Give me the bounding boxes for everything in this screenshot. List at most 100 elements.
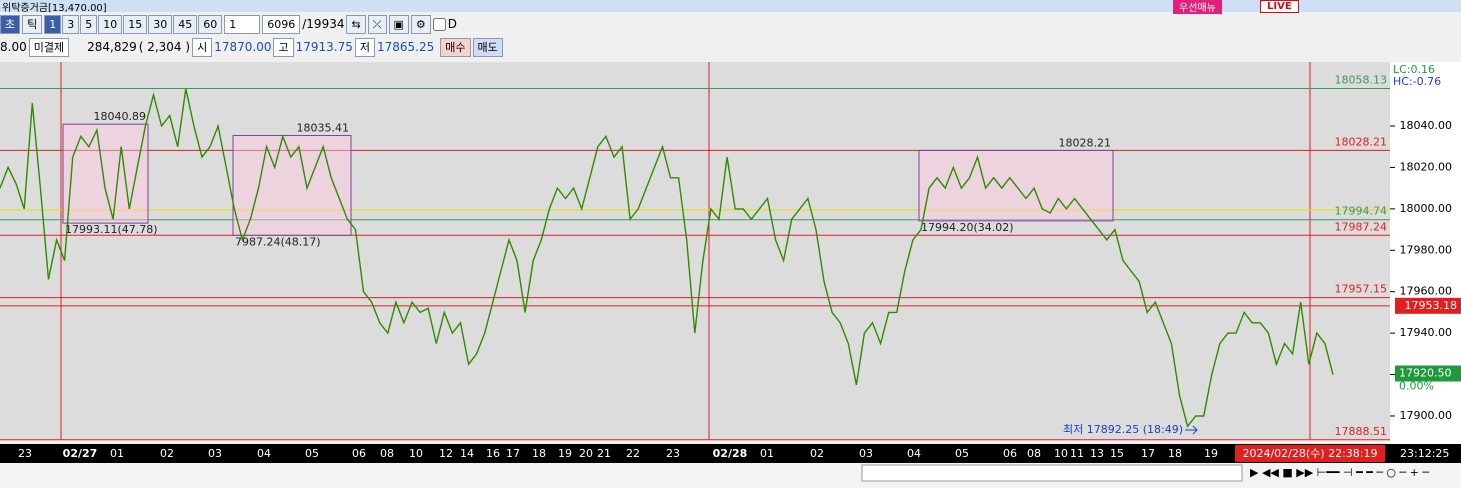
marker-label: 17920.50 bbox=[1399, 367, 1452, 380]
min-arrow bbox=[1185, 425, 1198, 435]
x-tick-label: 19 bbox=[558, 447, 572, 460]
marker-box bbox=[1395, 365, 1461, 382]
scroll-track[interactable] bbox=[861, 464, 1243, 482]
box-high-label: 18040.89 bbox=[94, 110, 147, 123]
box-high-label: 18028.21 bbox=[1059, 136, 1112, 149]
current-label: 17953.18 bbox=[1405, 299, 1458, 312]
count-input[interactable]: 6096 bbox=[262, 14, 301, 34]
x-tick-label: 04 bbox=[257, 447, 271, 460]
chart: ▶ ◀◀ ■ ▶▶ ⊢━━ ⊣ ━ ━ ─ ○ ─ + ─ 17900.00 17… bbox=[0, 62, 1461, 488]
lc-label: LC:0.16 bbox=[1393, 63, 1435, 76]
hc-label: HC:-0.76 bbox=[1393, 75, 1441, 88]
period-button[interactable]: 15 bbox=[123, 14, 148, 34]
x-tick-label: 21 bbox=[597, 447, 611, 460]
period-button[interactable]: 60 bbox=[198, 14, 223, 34]
y-tick-label: 18000.00 bbox=[1400, 202, 1453, 215]
x-tick-label: 12 bbox=[439, 447, 453, 460]
y-tick-label: 17980.00 bbox=[1400, 243, 1453, 256]
x-tick-label: 23 bbox=[666, 447, 680, 460]
x-tick-label: 22 bbox=[626, 447, 640, 460]
period-button[interactable]: 30 bbox=[148, 14, 173, 34]
cursor-time: 2024/02/28(수) 22:38:19 bbox=[1242, 447, 1377, 460]
live-button[interactable]: LIVE bbox=[1260, 0, 1299, 13]
period-button[interactable]: 45 bbox=[173, 14, 198, 34]
period-button[interactable]: 3 bbox=[62, 14, 80, 34]
x-tick-label: 03 bbox=[859, 447, 873, 460]
x-tick-label: 13 bbox=[1090, 447, 1104, 460]
open: 17870.00 bbox=[214, 40, 272, 54]
x-tick-label: 18 bbox=[1168, 447, 1182, 460]
x-tick-label: 17 bbox=[506, 447, 520, 460]
x-tick-label: 02 bbox=[810, 447, 824, 460]
tool-button[interactable]: ⤫ bbox=[367, 14, 387, 34]
box-low-label: 17994.20(34.02) bbox=[921, 221, 1014, 234]
x-tick-label: 16 bbox=[486, 447, 500, 460]
x-tick-label: 02 bbox=[160, 447, 174, 460]
x-tick-label: 10 bbox=[1054, 447, 1068, 460]
menu-button[interactable]: 우선매뉴 bbox=[1173, 0, 1222, 14]
open-label: 시 bbox=[192, 37, 213, 57]
oi-label: 미결제 bbox=[28, 37, 70, 57]
x-tick-label: 10 bbox=[409, 447, 423, 460]
y-tick-label: 18040.00 bbox=[1400, 119, 1453, 132]
sell-button[interactable]: 매도 bbox=[472, 37, 503, 57]
unit-button[interactable]: 틱 bbox=[22, 14, 43, 34]
checkbox[interactable] bbox=[432, 17, 446, 31]
high-label: 고 bbox=[273, 37, 294, 57]
price-line bbox=[0, 88, 1334, 428]
x-tick-label: 06 bbox=[1003, 447, 1017, 460]
x-tick-label: 05 bbox=[305, 447, 319, 460]
x-tick-label: 01 bbox=[110, 447, 124, 460]
y-tick-label: 17940.00 bbox=[1400, 326, 1453, 339]
level-label: 17987.24 bbox=[1335, 220, 1388, 233]
scroll-controls[interactable]: ▶ ◀◀ ■ ▶▶ ⊢━━ ⊣ ━ ━ ─ ○ ─ + ─ bbox=[1250, 466, 1429, 479]
x-tick-label: 15 bbox=[1110, 447, 1124, 460]
plot-area bbox=[0, 62, 1390, 440]
level-label: 17957.15 bbox=[1335, 283, 1388, 296]
box-low-label: 7987.24(48.17) bbox=[235, 235, 321, 248]
x-tick-label: 19 bbox=[1204, 447, 1218, 460]
y-tick-label: 18020.00 bbox=[1400, 160, 1453, 173]
x-tick-label: 18 bbox=[532, 447, 546, 460]
x-tick-label: 08 bbox=[380, 447, 394, 460]
checkbox-label: D bbox=[447, 17, 458, 31]
cursor-time-box bbox=[1235, 445, 1385, 462]
range-box bbox=[232, 135, 352, 236]
oi: 284,829 bbox=[87, 40, 137, 54]
unit-button[interactable]: 초 bbox=[0, 14, 21, 34]
x-tick-label: 04 bbox=[907, 447, 921, 460]
buy-button[interactable]: 매수 bbox=[440, 37, 471, 57]
x-tick-label: 20 bbox=[579, 447, 593, 460]
high: 17913.75 bbox=[295, 40, 353, 54]
tool-button[interactable]: ▣ bbox=[388, 14, 409, 34]
x-tick-label: 03 bbox=[208, 447, 222, 460]
low-label: 저 bbox=[354, 37, 375, 57]
x-tick-label: 05 bbox=[955, 447, 969, 460]
title-bar: 위탁증거금[13,470.00] 우선매뉴 LIVE bbox=[0, 0, 1461, 14]
low: 17865.25 bbox=[376, 40, 435, 54]
x-tick-label: 11 bbox=[1070, 447, 1084, 460]
x-tick-label: 02/28 bbox=[713, 447, 748, 460]
x-tick-label: 06 bbox=[352, 447, 366, 460]
y-tick-label: 17900.00 bbox=[1400, 409, 1453, 422]
period-button[interactable]: 1 bbox=[44, 14, 62, 34]
period-select[interactable]: 1 bbox=[224, 14, 261, 34]
window-title: 위탁증거금[13,470.00] bbox=[2, 2, 107, 14]
box-high-label: 18035.41 bbox=[297, 122, 350, 135]
oi-change: ( 2,304 ) bbox=[138, 40, 191, 54]
level-label: 18028.21 bbox=[1335, 135, 1388, 148]
tool-button[interactable]: ⇆ bbox=[346, 14, 366, 34]
marker-change: 0.00% bbox=[1399, 380, 1434, 393]
period-button[interactable]: 10 bbox=[98, 14, 123, 34]
level-label: 17994.74 bbox=[1335, 205, 1388, 218]
x-tick-label: 14 bbox=[460, 447, 474, 460]
tool-button[interactable]: ⚙ bbox=[410, 14, 431, 34]
current-box bbox=[1395, 297, 1461, 314]
time-axis bbox=[0, 444, 1461, 463]
period-group: 1 3 5 10 15 30 45 60 bbox=[44, 14, 223, 34]
y-tick-label: 17960.00 bbox=[1400, 285, 1453, 298]
toolbar: 초 틱 1 3 5 10 15 30 45 60 1 6096 /19934 ⇆ ⤫ ▣ ⚙ D bbox=[0, 14, 1461, 34]
level-label: 17888.51 bbox=[1335, 425, 1388, 438]
period-button[interactable]: 5 bbox=[80, 14, 98, 34]
